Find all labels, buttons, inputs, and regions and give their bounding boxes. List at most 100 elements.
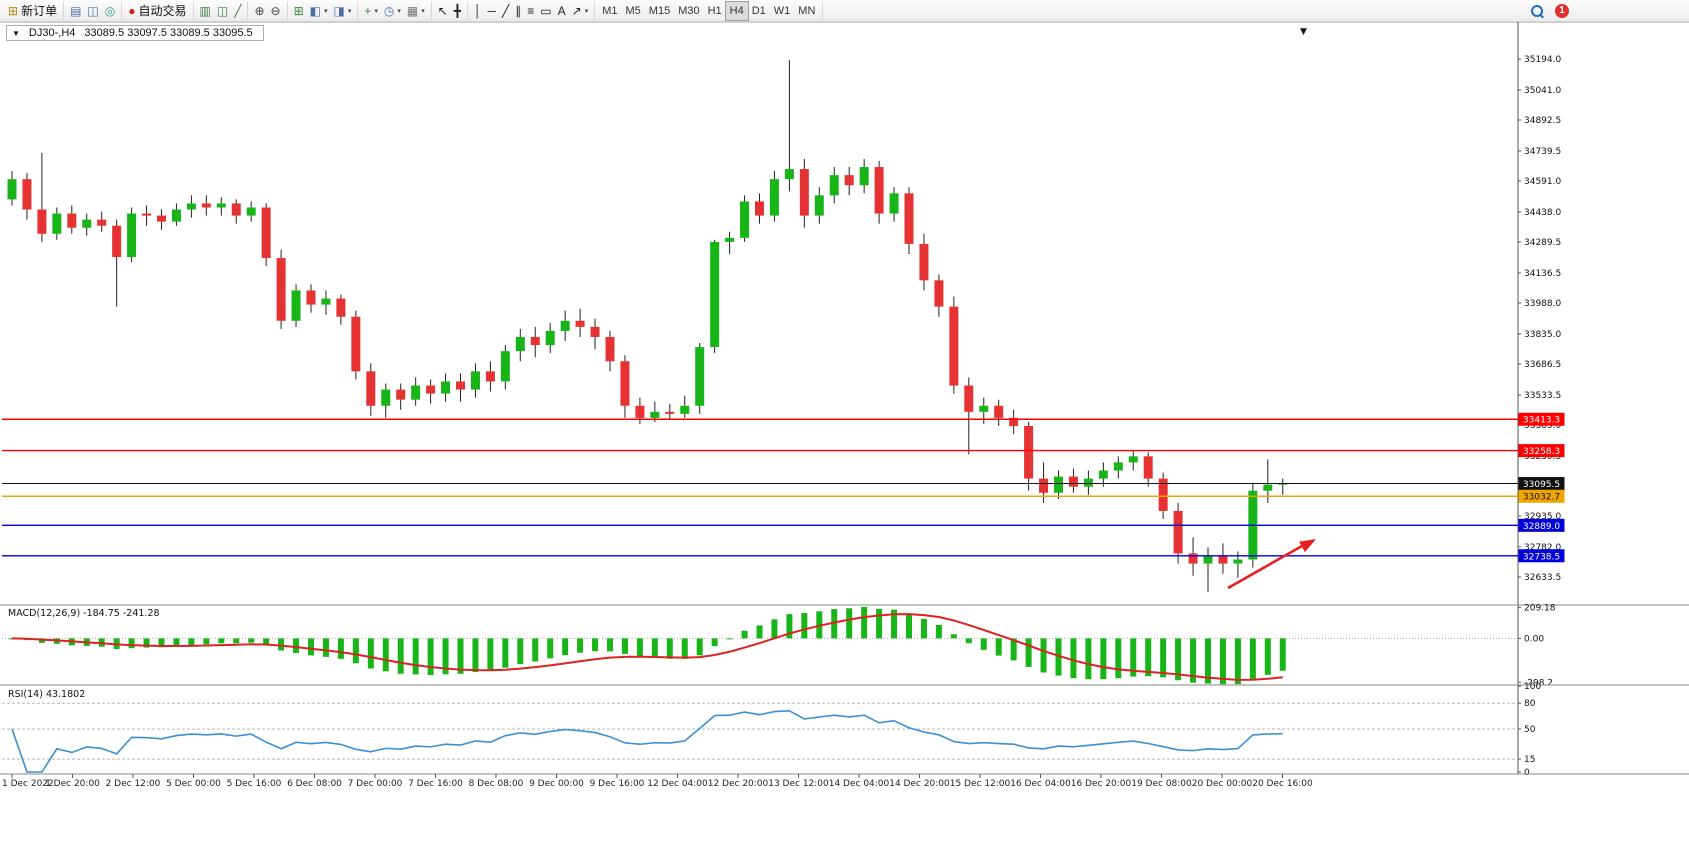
vertical-line-icon[interactable]: │ (471, 2, 485, 20)
indicators-glyph: + (364, 3, 372, 18)
timeframe-d1-label: D1 (751, 4, 766, 17)
svg-text:32889.0: 32889.0 (1523, 522, 1560, 532)
svg-text:20 Dec 16:00: 20 Dec 16:00 (1252, 779, 1313, 789)
toolbar-group-autotrade: ● 自动交易 (122, 1, 194, 20)
svg-text:34591.0: 34591.0 (1524, 177, 1561, 187)
chart-menu-icon[interactable]: ▼ (12, 28, 20, 38)
chart-title-bar: ▼ DJ30-,H4 33089.5 33097.5 33089.5 33095… (6, 25, 264, 41)
timeframe-m30[interactable]: M30 (674, 2, 703, 20)
auto-trading-glyph: ● (128, 3, 136, 18)
dropdown-arrow-icon[interactable]: ▾ (421, 7, 425, 15)
market-watch-icon[interactable]: ▤ (67, 2, 84, 20)
svg-text:5 Dec 16:00: 5 Dec 16:00 (227, 779, 282, 789)
subwindow-collapse-icon[interactable]: ▼ (1300, 27, 1307, 37)
svg-text:0: 0 (1524, 768, 1530, 778)
tile-windows-icon[interactable]: ⊞ (291, 2, 307, 20)
timeframe-m15-label: M15 (648, 4, 671, 17)
cursor-glyph: ↖ (437, 3, 448, 18)
fibonacci-glyph: ≡ (527, 3, 535, 18)
price-badge-33032.7 (1518, 489, 1565, 503)
svg-text:20 Dec 00:00: 20 Dec 00:00 (1192, 779, 1253, 789)
dropdown-arrow-icon[interactable]: ▾ (347, 7, 352, 15)
text-icon[interactable]: A (555, 2, 569, 20)
timeframe-m5-label: M5 (625, 4, 641, 17)
toolbar-group-chart-type: ▥ ◫ ╱ (194, 1, 249, 20)
zoom-in-icon[interactable]: ⊕ (251, 2, 267, 20)
svg-text:32738.5: 32738.5 (1523, 552, 1560, 562)
timeframe-h1[interactable]: H1 (704, 2, 726, 20)
arrange-windows-glyph: ◨ (333, 3, 345, 18)
templates-icon[interactable]: ▦ ▾ (404, 2, 428, 20)
dropdown-arrow-icon[interactable]: ▾ (374, 7, 378, 15)
line-chart-glyph: ╱ (234, 3, 242, 18)
equidistant-channel-glyph: ∥ (515, 3, 522, 18)
svg-text:15 Dec 12:00: 15 Dec 12:00 (950, 779, 1011, 789)
svg-text:12 Dec 20:00: 12 Dec 20:00 (708, 779, 769, 789)
notifications-badge[interactable]: 1 (1555, 3, 1569, 18)
timeframe-w1[interactable]: W1 (770, 2, 795, 20)
svg-text:33385.0: 33385.0 (1524, 421, 1561, 431)
dropdown-arrow-icon[interactable]: ▾ (584, 7, 589, 15)
dropdown-arrow-icon[interactable]: ▾ (397, 7, 401, 15)
timeframe-m5[interactable]: M5 (622, 2, 645, 20)
svg-text:19 Dec 08:00: 19 Dec 08:00 (1131, 779, 1192, 789)
main-chart-svg[interactable]: 35194.0 35041.0 34892.5 34739.5 34591.0 34438… (0, 22, 1689, 837)
arrow-label-icon[interactable]: ↗ ▾ (569, 2, 592, 20)
svg-text:5 Dec 00:00: 5 Dec 00:00 (166, 779, 221, 789)
timeframe-w1-label: W1 (773, 4, 791, 17)
cursor-icon[interactable]: ↖ (435, 2, 451, 20)
cascade-windows-icon[interactable]: ◧ ▾ (307, 2, 331, 20)
timeframe-h4[interactable]: H4 (724, 0, 749, 21)
svg-text:80: 80 (1524, 699, 1536, 709)
horizontal-line-icon[interactable]: ─ (485, 2, 500, 20)
rsi-label: RSI(14) 43.1802 (8, 689, 85, 700)
timeframe-m15[interactable]: M15 (645, 2, 674, 20)
price-badge-32889.0 (1518, 518, 1565, 532)
svg-text:50: 50 (1524, 725, 1536, 735)
svg-text:8 Dec 08:00: 8 Dec 08:00 (469, 779, 524, 789)
navigator-icon[interactable]: ◎ (102, 2, 118, 20)
timeframe-m1[interactable]: M1 (598, 2, 621, 20)
fibonacci-icon[interactable]: ≡ (524, 2, 537, 20)
shapes-icon[interactable]: ▭ (537, 2, 554, 20)
indicators-icon[interactable]: + ▾ (361, 2, 381, 20)
timeframe-m30-label: M30 (678, 4, 700, 17)
svg-text:34739.5: 34739.5 (1524, 147, 1561, 157)
equidistant-channel-icon[interactable]: ∥ (512, 2, 524, 20)
data-window-icon[interactable]: ◫ (84, 2, 101, 20)
crosshair-icon[interactable]: ╋ (451, 2, 464, 20)
trendline-icon[interactable]: ╱ (499, 2, 512, 20)
svg-text:16 Dec 20:00: 16 Dec 20:00 (1071, 779, 1132, 789)
svg-text:-298.2: -298.2 (1524, 678, 1553, 688)
candlestick-chart-glyph: ◫ (216, 3, 229, 18)
chart-ohlc-values: 33089.5 33097.5 33089.5 33095.5 (84, 27, 253, 39)
timeframe-m1-label: M1 (602, 4, 618, 17)
line-chart-icon[interactable]: ╱ (231, 2, 244, 20)
timeframe-d1[interactable]: D1 (748, 2, 770, 20)
data-window-glyph: ◫ (87, 3, 99, 18)
svg-text:32633.5: 32633.5 (1524, 573, 1561, 583)
auto-trading-button[interactable]: ● 自动交易 (125, 2, 189, 20)
arrange-windows-icon[interactable]: ◨ ▾ (330, 2, 354, 20)
trend-arrow-annotation[interactable] (1227, 539, 1316, 590)
svg-text:12 Dec 04:00: 12 Dec 04:00 (647, 779, 708, 789)
timeframe-mn[interactable]: MN (794, 2, 819, 20)
candlestick-chart-icon[interactable]: ◫ (214, 2, 231, 20)
svg-text:9 Dec 00:00: 9 Dec 00:00 (529, 779, 584, 789)
chart-area[interactable]: ▼ DJ30-,H4 33089.5 33097.5 33089.5 33095… (0, 22, 1689, 859)
svg-text:14 Dec 04:00: 14 Dec 04:00 (829, 779, 890, 789)
svg-text:7 Dec 00:00: 7 Dec 00:00 (348, 779, 403, 789)
dropdown-arrow-icon[interactable]: ▾ (323, 7, 328, 15)
svg-text:33835.0: 33835.0 (1524, 330, 1561, 340)
new-order-button[interactable]: ⊞ 新订单 (5, 2, 60, 20)
zoom-out-glyph: ⊖ (270, 3, 281, 18)
svg-text:1 Dec 20:00: 1 Dec 20:00 (45, 779, 100, 789)
bar-chart-icon[interactable]: ▥ (197, 2, 214, 20)
toolbar: ⊞ 新订单 ▤ ◫ ◎ ● 自动交易 ▥ ◫ ╱ ⊕ ⊖ ⊞ ◧ ▾ ◨ ▾ + ▾ ◷ ▾ ▦ ▾ ↖ ╋ │ ─ ╱ ∥ ≡ ▭ A ↗ ▾ M… (0, 0, 1689, 22)
search-icon[interactable] (1531, 4, 1543, 17)
zoom-out-icon[interactable]: ⊖ (268, 2, 284, 20)
periods-icon[interactable]: ◷ ▾ (381, 2, 404, 20)
cascade-windows-glyph: ◧ (309, 3, 321, 18)
toolbar-group-pointer: ↖ ╋ (432, 1, 469, 20)
